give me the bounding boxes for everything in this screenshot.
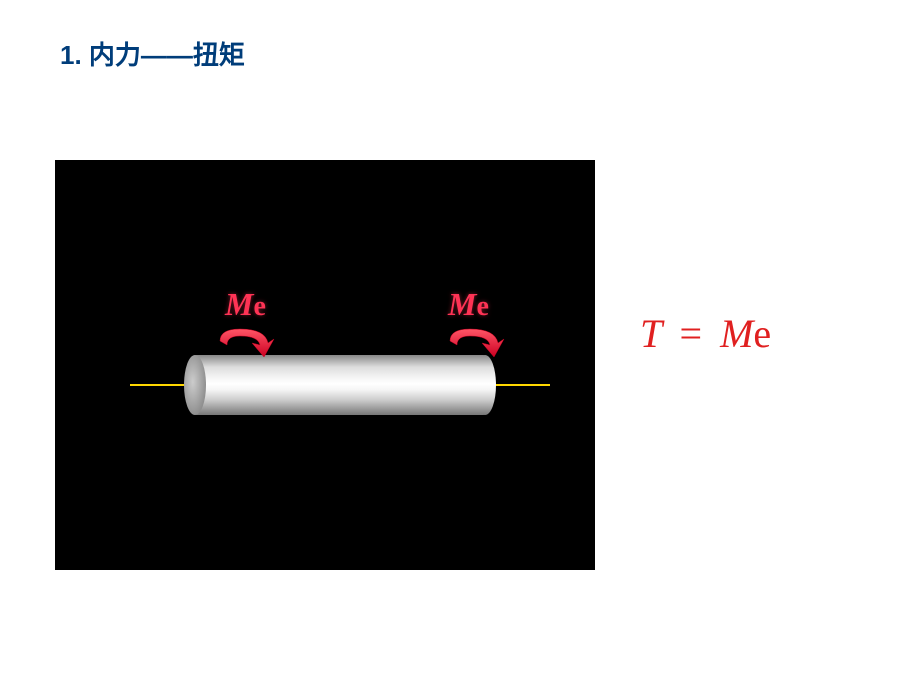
torque-equation: T = Me <box>640 310 771 357</box>
torsion-diagram: Me Me <box>55 160 595 570</box>
equation-lhs: T <box>640 311 662 356</box>
shaft-end-left <box>184 355 206 415</box>
moment-arrow-left <box>210 323 280 363</box>
page-title: 1. 内力——扭矩 <box>60 35 245 72</box>
moment-arrow-right <box>440 323 510 363</box>
equation-rhs-symbol: M <box>720 311 753 356</box>
equation-operator: = <box>680 311 703 356</box>
moment-label-left: Me <box>225 286 266 323</box>
shaft-cylinder <box>185 355 485 415</box>
shaft-body <box>195 355 485 415</box>
moment-label-right: Me <box>448 286 489 323</box>
moment-subscript: e <box>476 291 488 322</box>
moment-symbol: M <box>448 286 476 322</box>
equation-rhs-subscript: e <box>753 311 771 356</box>
moment-symbol: M <box>225 286 253 322</box>
moment-subscript: e <box>253 291 265 322</box>
